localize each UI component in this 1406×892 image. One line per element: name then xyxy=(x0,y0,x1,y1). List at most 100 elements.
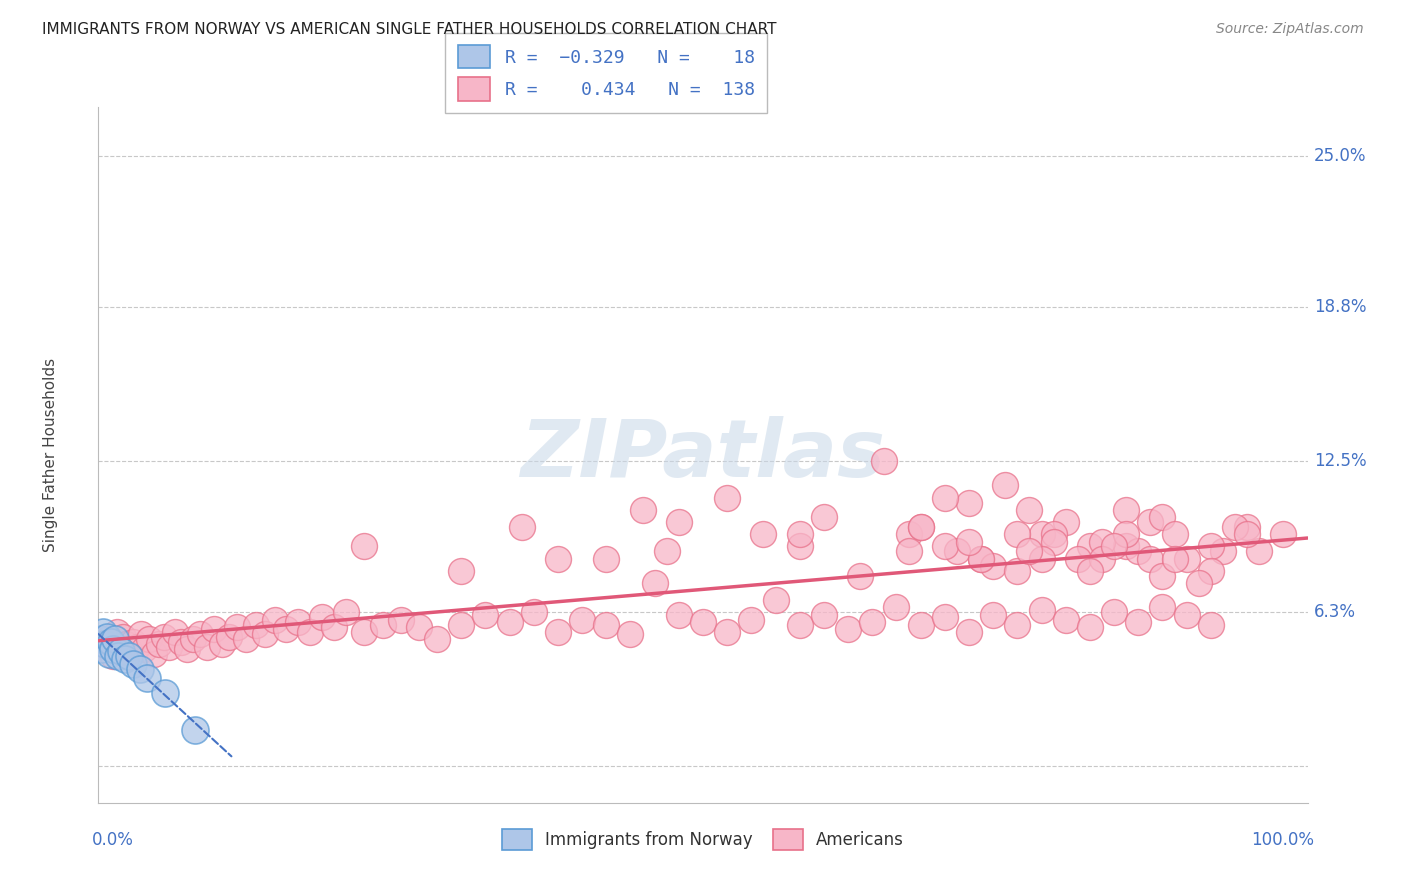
Point xyxy=(910,520,932,534)
Point xyxy=(644,576,666,591)
Text: Source: ZipAtlas.com: Source: ZipAtlas.com xyxy=(1216,22,1364,37)
Point xyxy=(1139,515,1161,529)
Point xyxy=(353,624,375,639)
Point xyxy=(176,642,198,657)
Point xyxy=(128,661,150,675)
Point xyxy=(118,649,141,664)
Point xyxy=(127,640,149,654)
Point xyxy=(957,534,980,549)
Point xyxy=(510,520,533,534)
Point xyxy=(211,637,233,651)
Point xyxy=(111,630,134,644)
Point xyxy=(188,627,211,641)
Point xyxy=(287,615,309,629)
Point xyxy=(716,491,738,505)
Point xyxy=(100,634,122,648)
Point xyxy=(765,593,787,607)
Point xyxy=(1128,615,1150,629)
Point xyxy=(789,540,811,554)
Point xyxy=(1272,527,1295,541)
Point xyxy=(474,607,496,622)
Point xyxy=(163,624,186,639)
Text: 18.8%: 18.8% xyxy=(1313,298,1367,317)
Point xyxy=(426,632,449,647)
Point xyxy=(668,515,690,529)
Point xyxy=(668,607,690,622)
Point xyxy=(122,657,145,671)
Point xyxy=(299,624,322,639)
Point xyxy=(1042,527,1064,541)
Point xyxy=(1152,510,1174,524)
Text: Single Father Households: Single Father Households xyxy=(42,358,58,552)
Point xyxy=(122,634,145,648)
Point xyxy=(101,642,124,657)
Point xyxy=(1115,540,1137,554)
Point xyxy=(1115,527,1137,541)
Point xyxy=(934,491,956,505)
Point xyxy=(981,559,1004,574)
Point xyxy=(716,624,738,639)
Point xyxy=(97,632,120,647)
Point xyxy=(94,637,117,651)
Point xyxy=(1054,515,1077,529)
Point xyxy=(105,624,128,639)
Point xyxy=(946,544,969,558)
Point xyxy=(1007,617,1029,632)
Point xyxy=(152,630,174,644)
Point xyxy=(226,620,249,634)
Point xyxy=(886,600,908,615)
Point xyxy=(873,454,896,468)
Text: ZIPatlas: ZIPatlas xyxy=(520,416,886,494)
Point xyxy=(1236,527,1258,541)
Point xyxy=(1078,564,1101,578)
Point xyxy=(1031,603,1053,617)
Point xyxy=(752,527,775,541)
Point xyxy=(631,503,654,517)
Point xyxy=(655,544,678,558)
Point xyxy=(148,637,170,651)
Point xyxy=(692,615,714,629)
Point xyxy=(138,632,160,647)
Point xyxy=(97,647,120,661)
Point xyxy=(571,613,593,627)
Point xyxy=(1236,520,1258,534)
Point xyxy=(981,607,1004,622)
Point xyxy=(1139,551,1161,566)
Point xyxy=(1078,540,1101,554)
Point xyxy=(1067,551,1090,566)
Text: IMMIGRANTS FROM NORWAY VS AMERICAN SINGLE FATHER HOUSEHOLDS CORRELATION CHART: IMMIGRANTS FROM NORWAY VS AMERICAN SINGL… xyxy=(42,22,776,37)
Point xyxy=(450,564,472,578)
Point xyxy=(89,632,111,647)
Point xyxy=(1128,544,1150,558)
Point xyxy=(90,642,112,657)
Point xyxy=(1115,503,1137,517)
Point xyxy=(335,606,357,620)
Point xyxy=(860,615,883,629)
Point xyxy=(789,617,811,632)
Point xyxy=(1091,551,1114,566)
Point xyxy=(1175,607,1198,622)
Point xyxy=(143,647,166,661)
Point xyxy=(934,540,956,554)
Point xyxy=(91,624,114,639)
Point xyxy=(114,652,136,666)
Point xyxy=(101,649,124,664)
Point xyxy=(371,617,394,632)
Point xyxy=(169,634,191,648)
Point xyxy=(934,610,956,624)
Point xyxy=(254,627,277,641)
Point xyxy=(1163,551,1185,566)
Point xyxy=(134,642,156,657)
Point xyxy=(837,623,859,637)
Point xyxy=(1212,544,1234,558)
Point xyxy=(1163,527,1185,541)
Text: 25.0%: 25.0% xyxy=(1313,147,1367,165)
Point xyxy=(957,495,980,509)
Point xyxy=(157,640,180,654)
Point xyxy=(1175,551,1198,566)
Point xyxy=(1018,544,1040,558)
Point xyxy=(110,644,132,658)
Point xyxy=(1054,613,1077,627)
Point xyxy=(910,520,932,534)
Point xyxy=(1199,564,1222,578)
